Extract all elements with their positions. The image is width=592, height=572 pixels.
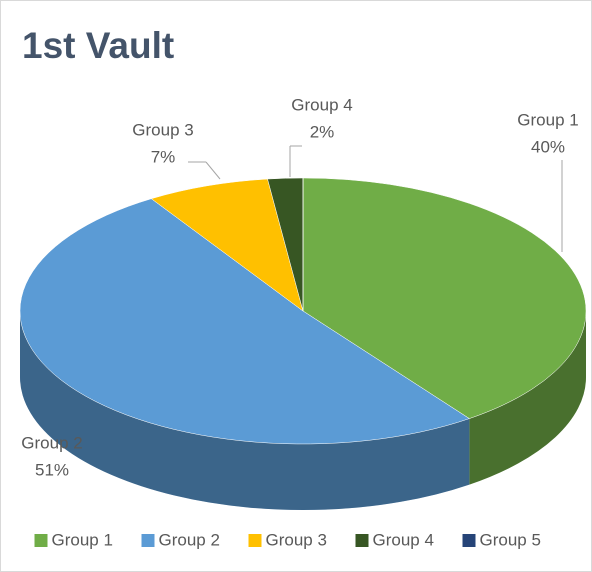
slice-side <box>20 311 470 511</box>
slice-side-shade <box>20 311 470 511</box>
data-label-value: 40% <box>531 137 565 156</box>
data-label-value: 7% <box>151 147 176 166</box>
slice-side-shade <box>469 311 586 485</box>
data-label-value: 2% <box>310 122 335 141</box>
data-label-value: 51% <box>35 460 69 479</box>
slice <box>150 178 304 312</box>
legend-label: Group 1 <box>52 530 113 549</box>
legend-swatch <box>248 534 262 547</box>
legend-swatch <box>34 534 48 547</box>
legend-label: Group 4 <box>373 530 434 549</box>
legend-swatch <box>462 534 476 547</box>
data-label-name: Group 2 <box>21 433 82 452</box>
slice <box>302 177 587 419</box>
data-label-name: Group 1 <box>517 110 578 129</box>
data-label-name: Group 3 <box>132 120 193 139</box>
legend-label: Group 2 <box>159 530 220 549</box>
legend-swatch <box>141 534 155 547</box>
slice-side <box>469 311 586 485</box>
data-label-name: Group 4 <box>291 95 352 114</box>
legend-label: Group 3 <box>266 530 327 549</box>
chart-title: 1st Vault <box>22 25 174 66</box>
legend-label: Group 5 <box>480 530 541 549</box>
leader-line <box>205 161 221 180</box>
legend-swatch <box>355 534 369 547</box>
slice <box>19 198 470 445</box>
